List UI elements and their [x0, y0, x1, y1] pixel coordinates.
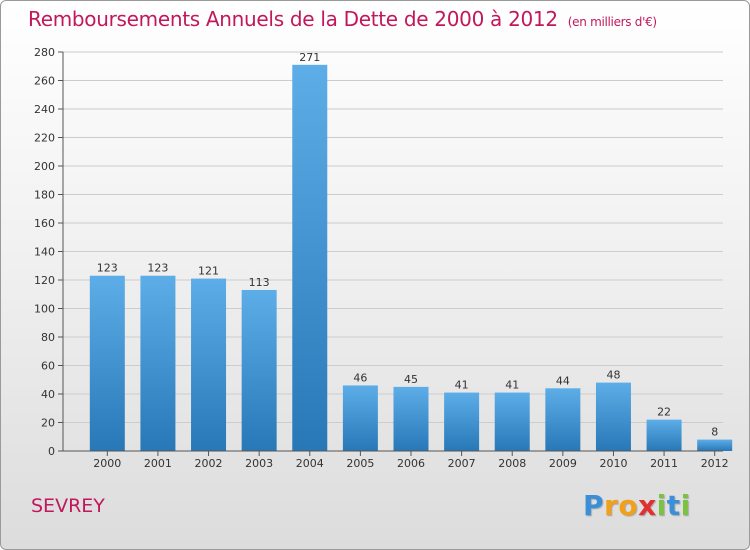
y-tick-label: 40 — [41, 388, 55, 401]
x-tick-label: 2010 — [599, 457, 627, 470]
x-tick-label: 2002 — [195, 457, 223, 470]
bar — [646, 419, 682, 451]
logo-letter: i — [656, 489, 667, 522]
x-tick-label: 2004 — [296, 457, 324, 470]
y-tick-label: 200 — [34, 160, 55, 173]
commune-name: SEVREY — [31, 495, 105, 517]
bar-value-label: 8 — [711, 426, 718, 439]
chart-title-text: Remboursements Annuels de la Dette de 20… — [28, 7, 558, 31]
y-tick-label: 240 — [34, 103, 55, 116]
y-tick-label: 140 — [34, 246, 55, 259]
chart-title: Remboursements Annuels de la Dette de 20… — [28, 7, 657, 31]
y-tick-label: 280 — [34, 46, 55, 59]
y-tick-label: 20 — [41, 417, 55, 430]
y-tick-label: 100 — [34, 303, 55, 316]
bar-value-label: 41 — [505, 379, 519, 392]
proxiti-logo: Proxiti — [583, 489, 691, 522]
bar-value-label: 113 — [249, 276, 270, 289]
x-tick-label: 2003 — [245, 457, 273, 470]
x-tick-label: 2007 — [448, 457, 476, 470]
bar-value-label: 41 — [455, 379, 469, 392]
bar — [393, 386, 429, 451]
x-tick-label: 2012 — [701, 457, 729, 470]
y-tick-label: 0 — [48, 445, 55, 458]
bar — [89, 275, 125, 451]
x-tick-label: 2011 — [650, 457, 678, 470]
bar-value-label: 22 — [657, 406, 671, 419]
x-tick-label: 2006 — [397, 457, 425, 470]
logo-letter: t — [666, 489, 681, 522]
logo-letter: x — [638, 489, 657, 522]
bar-value-label: 123 — [97, 262, 118, 275]
bar-value-label: 121 — [198, 265, 219, 278]
bar — [545, 388, 581, 451]
bar-value-label: 46 — [353, 371, 367, 384]
bar-value-label: 123 — [147, 262, 168, 275]
bar-value-label: 44 — [556, 374, 570, 387]
bar-value-label: 48 — [606, 369, 620, 382]
bar — [241, 289, 277, 451]
bar-value-label: 45 — [404, 373, 418, 386]
logo-letter: r — [604, 489, 619, 522]
y-tick-label: 180 — [34, 189, 55, 202]
logo-letter: i — [680, 489, 691, 522]
x-tick-label: 2005 — [346, 457, 374, 470]
bar — [494, 392, 530, 451]
bar — [140, 275, 176, 451]
x-tick-label: 2001 — [144, 457, 172, 470]
bar — [697, 439, 733, 451]
bar-value-label: 271 — [299, 51, 320, 64]
y-tick-label: 260 — [34, 75, 55, 88]
y-tick-label: 160 — [34, 217, 55, 230]
y-tick-label: 120 — [34, 274, 55, 287]
y-tick-label: 60 — [41, 360, 55, 373]
x-tick-label: 2009 — [549, 457, 577, 470]
bar — [342, 385, 378, 451]
x-tick-label: 2000 — [93, 457, 121, 470]
x-tick-label: 2008 — [498, 457, 526, 470]
chart-unit: (en milliers d'€) — [567, 15, 657, 29]
logo-letter: o — [618, 489, 639, 522]
bar — [595, 382, 631, 451]
bar — [444, 392, 480, 451]
y-tick-label: 220 — [34, 132, 55, 145]
logo-letter: P — [583, 489, 605, 522]
bar — [191, 278, 227, 451]
y-tick-label: 80 — [41, 331, 55, 344]
bar — [292, 64, 328, 451]
